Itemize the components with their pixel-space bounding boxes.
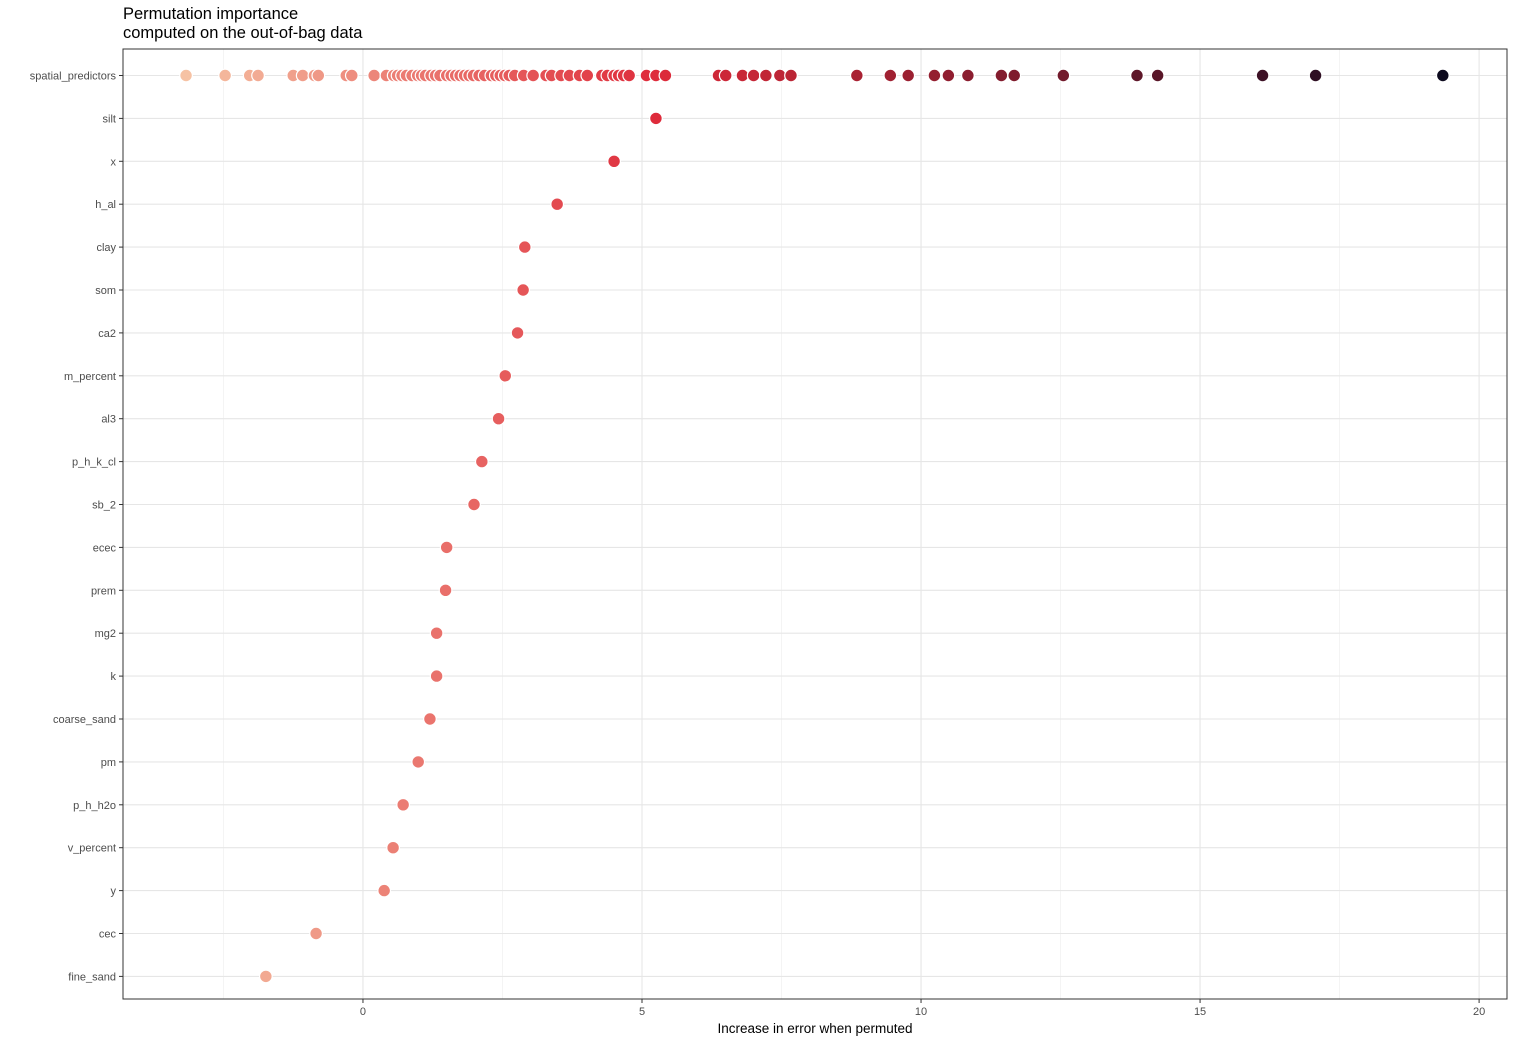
importance-point: [649, 111, 663, 126]
y-tick-label: ca2: [98, 328, 116, 340]
spatial-predictor-point: [1308, 68, 1323, 83]
spatial-predictor-point: [901, 68, 916, 83]
importance-point: [550, 197, 565, 212]
importance-point: [498, 368, 513, 383]
importance-point: [439, 540, 454, 555]
spatial-predictor-point: [1130, 68, 1144, 83]
chart-title: Permutation importance: [123, 5, 299, 23]
y-tick-label: v_percent: [68, 843, 116, 855]
y-tick-label: al3: [101, 414, 116, 426]
y-tick-label: sb_2: [92, 500, 116, 512]
spatial-predictor-point: [179, 68, 193, 83]
y-tick-label: mg2: [95, 628, 116, 640]
y-tick-label: ecec: [93, 542, 117, 554]
spatial-predictor-point: [251, 68, 265, 83]
spatial-predictor-point: [344, 68, 359, 83]
spatial-predictor-point: [927, 68, 942, 83]
importance-point: [491, 411, 506, 426]
importance-point: [258, 969, 273, 984]
spatial-predictor-point: [718, 68, 733, 83]
y-tick-label: prem: [91, 585, 116, 597]
grid-layer: [123, 49, 1507, 999]
spatial-predictor-point: [1007, 68, 1022, 83]
importance-point: [438, 583, 453, 598]
y-tick-label: spatial_predictors: [30, 71, 117, 83]
y-tick-label: h_al: [95, 199, 116, 211]
importance-point: [396, 797, 411, 812]
spatial-predictor-point: [941, 68, 956, 83]
spatial-predictor-point: [580, 68, 595, 83]
spatial-predictor-point: [784, 68, 798, 83]
spatial-predictor-point: [994, 68, 1009, 83]
spatial-predictor-point: [961, 68, 975, 83]
importance-point: [423, 712, 437, 726]
x-tick-label: 15: [1194, 1006, 1206, 1018]
importance-point: [429, 626, 444, 641]
panel-border: [122, 48, 1508, 1000]
spatial-predictor-point: [746, 68, 761, 83]
spatial-predictor-point: [218, 68, 233, 83]
spatial-predictor-point: [883, 68, 898, 83]
y-tick-label: pm: [101, 757, 116, 769]
y-tick-label: m_percent: [64, 371, 116, 383]
x-axis-title: Increase in error when permuted: [717, 1021, 912, 1036]
y-tick-label: x: [111, 156, 117, 168]
importance-point: [474, 454, 489, 469]
importance-point: [517, 240, 532, 255]
point-layer: [179, 68, 1450, 984]
y-tick-label: fine_sand: [68, 971, 116, 983]
importance-point: [386, 840, 401, 855]
importance-point: [411, 755, 426, 769]
y-tick-label: p_h_k_cl: [72, 457, 116, 469]
y-tick-label: coarse_sand: [53, 714, 116, 726]
spatial-predictor-point: [311, 68, 326, 83]
importance-point: [607, 154, 621, 169]
spatial-predictor-point: [295, 68, 310, 83]
y-tick-label: clay: [96, 242, 116, 254]
spatial-predictor-point: [526, 68, 541, 83]
x-tick-label: 10: [915, 1006, 927, 1018]
y-tick-label: p_h_h2o: [73, 800, 116, 812]
spatial-predictor-point: [758, 68, 773, 83]
importance-point: [429, 669, 444, 683]
spatial-predictor-point: [622, 68, 637, 83]
y-tick-label: k: [111, 671, 117, 683]
x-tick-label: 5: [639, 1006, 645, 1018]
importance-point: [516, 283, 531, 297]
y-tick-label: som: [95, 285, 116, 297]
spatial-predictor-point: [1056, 68, 1071, 83]
spatial-predictor-point: [849, 68, 864, 83]
spatial-predictor-point: [1150, 68, 1165, 83]
importance-point: [467, 497, 481, 512]
x-tick-label: 0: [360, 1006, 366, 1018]
importance-point: [510, 326, 525, 340]
spatial-predictor-point: [1435, 68, 1450, 83]
spatial-predictor-point: [658, 68, 673, 83]
x-tick-label: 20: [1473, 1006, 1485, 1018]
spatial-predictor-point: [1255, 68, 1270, 83]
importance-point: [377, 883, 392, 898]
y-tick-label: silt: [103, 113, 116, 125]
y-tick-label: y: [111, 886, 117, 898]
spatial-predictor-point: [367, 68, 382, 83]
y-tick-label: cec: [99, 929, 117, 941]
chart-title-block: Permutation importance computed on the o…: [123, 5, 362, 43]
importance-point: [309, 926, 323, 941]
chart-subtitle: computed on the out-of-bag data: [123, 24, 363, 42]
